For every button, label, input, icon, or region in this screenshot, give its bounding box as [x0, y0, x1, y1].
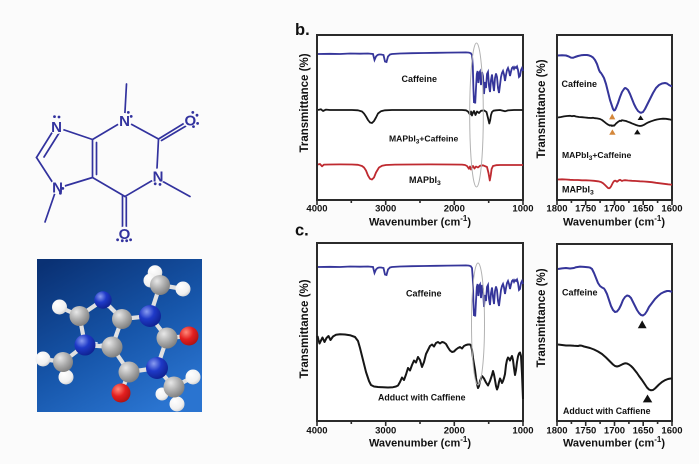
svg-text:1600: 1600 — [661, 426, 682, 437]
svg-text:Adduct with Caffiene: Adduct with Caffiene — [378, 393, 466, 403]
svg-text:Caffeine: Caffeine — [562, 79, 598, 89]
svg-text:c.: c. — [295, 222, 309, 240]
svg-text:1700: 1700 — [604, 204, 625, 215]
svg-text:4000: 4000 — [306, 204, 327, 215]
svg-text:1600: 1600 — [661, 204, 682, 215]
svg-text:Caffeine: Caffeine — [406, 289, 442, 299]
svg-text:MAPbI3+Caffeine: MAPbI3+Caffeine — [389, 134, 459, 146]
svg-text:1800: 1800 — [546, 204, 567, 215]
svg-text:Wavenumber (cm-1): Wavenumber (cm-1) — [563, 435, 665, 450]
svg-text:1650: 1650 — [633, 426, 654, 437]
svg-text:N: N — [119, 113, 130, 130]
svg-text:1700: 1700 — [604, 426, 625, 437]
svg-text:Transmittance (%): Transmittance (%) — [536, 59, 548, 158]
svg-text:O: O — [184, 112, 196, 129]
svg-text:O: O — [119, 226, 131, 243]
svg-text:1000: 1000 — [512, 204, 533, 215]
svg-text:Transmittance (%): Transmittance (%) — [536, 268, 548, 367]
svg-text:4000: 4000 — [306, 426, 327, 437]
svg-text:Caffeine: Caffeine — [402, 74, 438, 84]
svg-text:N: N — [51, 119, 62, 136]
svg-text:MAPbI3: MAPbI3 — [409, 175, 441, 187]
svg-text:N: N — [52, 179, 63, 196]
svg-text:2000: 2000 — [444, 426, 465, 437]
svg-text:Caffeine: Caffeine — [562, 288, 598, 298]
svg-text:Transmittance (%): Transmittance (%) — [299, 53, 311, 152]
svg-text:2000: 2000 — [444, 204, 465, 215]
svg-text:1750: 1750 — [575, 426, 596, 437]
svg-text:Adduct with Caffiene: Adduct with Caffiene — [563, 406, 651, 416]
svg-text:Transmittance (%): Transmittance (%) — [299, 279, 311, 378]
svg-text:b.: b. — [295, 21, 310, 39]
svg-text:Wavenumber (cm-1): Wavenumber (cm-1) — [369, 435, 471, 450]
svg-text:N: N — [153, 168, 164, 185]
svg-text:MAPbI3+Caffeine: MAPbI3+Caffeine — [562, 150, 632, 162]
svg-text:3000: 3000 — [375, 204, 396, 215]
svg-text:1000: 1000 — [512, 426, 533, 437]
svg-text:3000: 3000 — [375, 426, 396, 437]
svg-text:MAPbI3: MAPbI3 — [562, 185, 594, 197]
svg-text:1650: 1650 — [633, 204, 654, 215]
svg-text:1800: 1800 — [546, 426, 567, 437]
svg-text:1750: 1750 — [575, 204, 596, 215]
svg-text:Wavenumber (cm-1): Wavenumber (cm-1) — [369, 214, 471, 229]
svg-text:Wavenumber (cm-1): Wavenumber (cm-1) — [563, 214, 665, 229]
